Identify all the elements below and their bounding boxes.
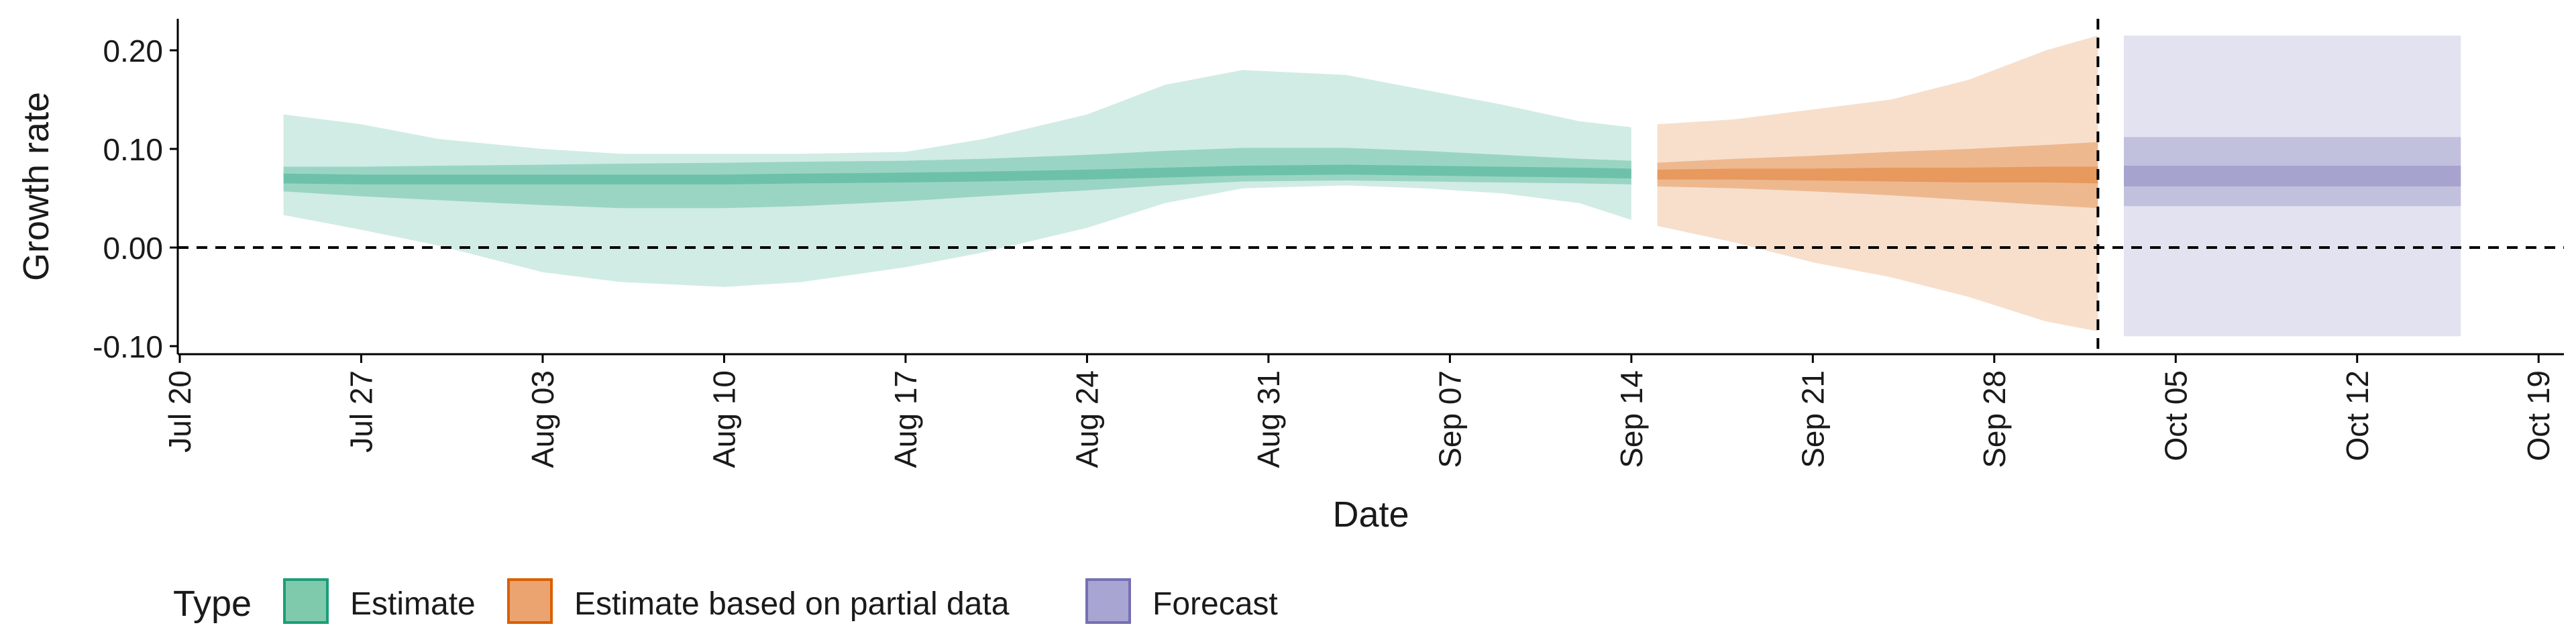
x-tick-label: Aug 31 <box>1251 370 1286 468</box>
legend-swatch <box>507 578 553 624</box>
y-tick-label: 0.10 <box>103 132 163 167</box>
x-tick-label: Sep 28 <box>1977 370 2012 468</box>
band-50-2 <box>2124 137 2461 207</box>
axes: -0.10 0.00 0.10 0.20 Jul 20 Jul 27 Aug 03 Aug 1… <box>93 19 2564 468</box>
y-tick-label: 0.20 <box>103 34 163 68</box>
x-tick-label: Jul 20 <box>162 370 197 453</box>
legend-item: Estimate based on partial data <box>507 578 1010 624</box>
legend-label: Estimate based on partial data <box>574 586 1010 622</box>
x-tick-label: Aug 10 <box>706 370 741 468</box>
x-tick-label: Aug 24 <box>1069 370 1104 468</box>
x-tick-label: Sep 14 <box>1614 370 1649 468</box>
series-estimate <box>283 70 1631 287</box>
y-tick-label: -0.10 <box>93 329 163 364</box>
x-tick-label: Oct 12 <box>2340 370 2375 462</box>
y-axis-title: Growth rate <box>16 92 56 281</box>
x-tick-label: Oct 05 <box>2158 370 2193 462</box>
legend-item: Estimate <box>283 578 476 624</box>
band-90-1 <box>1657 36 2098 331</box>
band-20-1 <box>1657 166 2098 184</box>
series-estimate-based-on-partial-data <box>1657 36 2098 331</box>
legend-label: Estimate <box>350 586 476 622</box>
series-forecast <box>2124 36 2461 337</box>
band-90-2 <box>2124 36 2461 337</box>
legend-swatch <box>1085 578 1131 624</box>
band-50-1 <box>1657 142 2098 209</box>
x-tick-label: Jul 27 <box>343 370 378 453</box>
x-tick-label: Aug 03 <box>525 370 560 468</box>
x-tick-label: Sep 07 <box>1432 370 1467 468</box>
legend-item: Forecast <box>1085 578 1278 624</box>
y-tick-label: 0.00 <box>103 231 163 266</box>
plot-area <box>283 36 2461 337</box>
band-50-0 <box>283 148 1631 209</box>
x-tick-label: Aug 17 <box>888 370 923 468</box>
band-90-0 <box>283 70 1631 287</box>
x-axis-title: Date <box>1332 494 1409 535</box>
x-tick-label: Sep 21 <box>1795 370 1830 468</box>
reference-lines <box>178 19 2564 354</box>
legend: Type Estimate Estimate based on partial d… <box>173 578 1278 624</box>
legend-swatch <box>283 578 329 624</box>
legend-label: Forecast <box>1152 586 1278 622</box>
legend-title: Type <box>173 584 252 624</box>
x-tick-label: Oct 19 <box>2521 370 2556 462</box>
band-20-0 <box>283 164 1631 184</box>
band-20-2 <box>2124 166 2461 186</box>
